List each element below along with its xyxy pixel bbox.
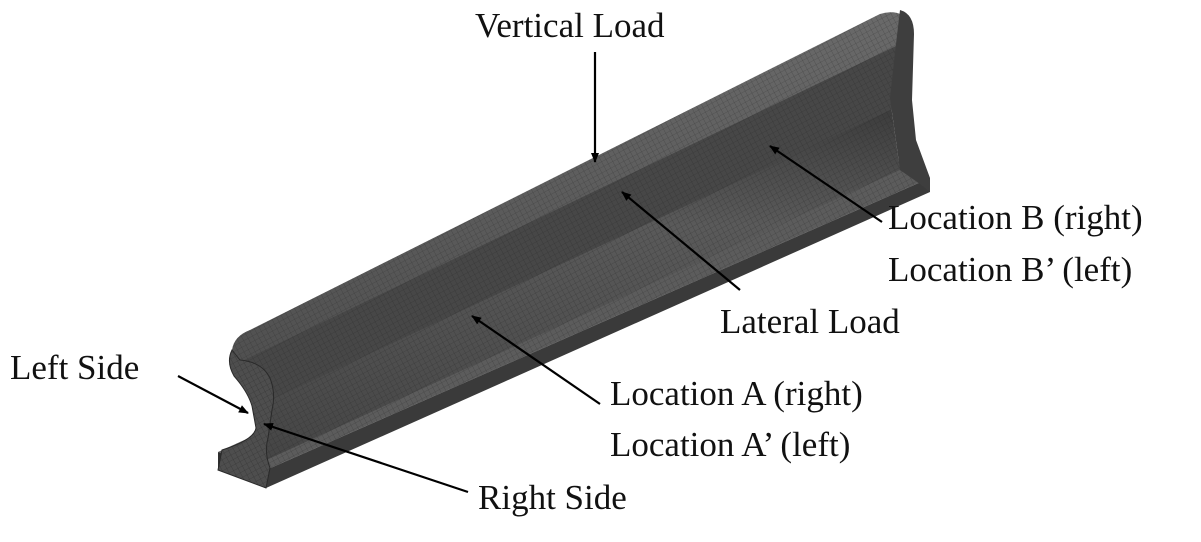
right-side-label: Right Side [478,478,627,517]
rail-far-end [890,10,930,192]
lateral-load-arrow [621,191,741,291]
location-a-left-label: Location A’ (left) [610,425,850,464]
rail-head-top-mesh [232,12,912,362]
rail-head-side-mesh [236,44,912,408]
right-side-arrow [263,422,469,494]
rail-body [217,10,930,489]
rail-end-profile-mesh [218,350,274,488]
rail-base-side [266,178,930,488]
location-b-arrow [769,145,883,223]
left-side-label: Left Side [10,348,139,387]
location-b-left-label: Location B’ (left) [888,250,1132,289]
location-b-right-label: Location B (right) [888,198,1143,237]
vertical-load-label: Vertical Load [475,6,665,45]
left-side-arrow [177,375,249,414]
annotation-labels: Vertical Load Location B (right) Locatio… [10,6,1143,517]
rail-web-mesh [252,98,900,462]
lateral-load-label: Lateral Load [720,302,900,341]
annotation-arrows [177,52,883,494]
location-a-right-label: Location A (right) [610,374,863,413]
location-a-arrow [471,315,601,405]
